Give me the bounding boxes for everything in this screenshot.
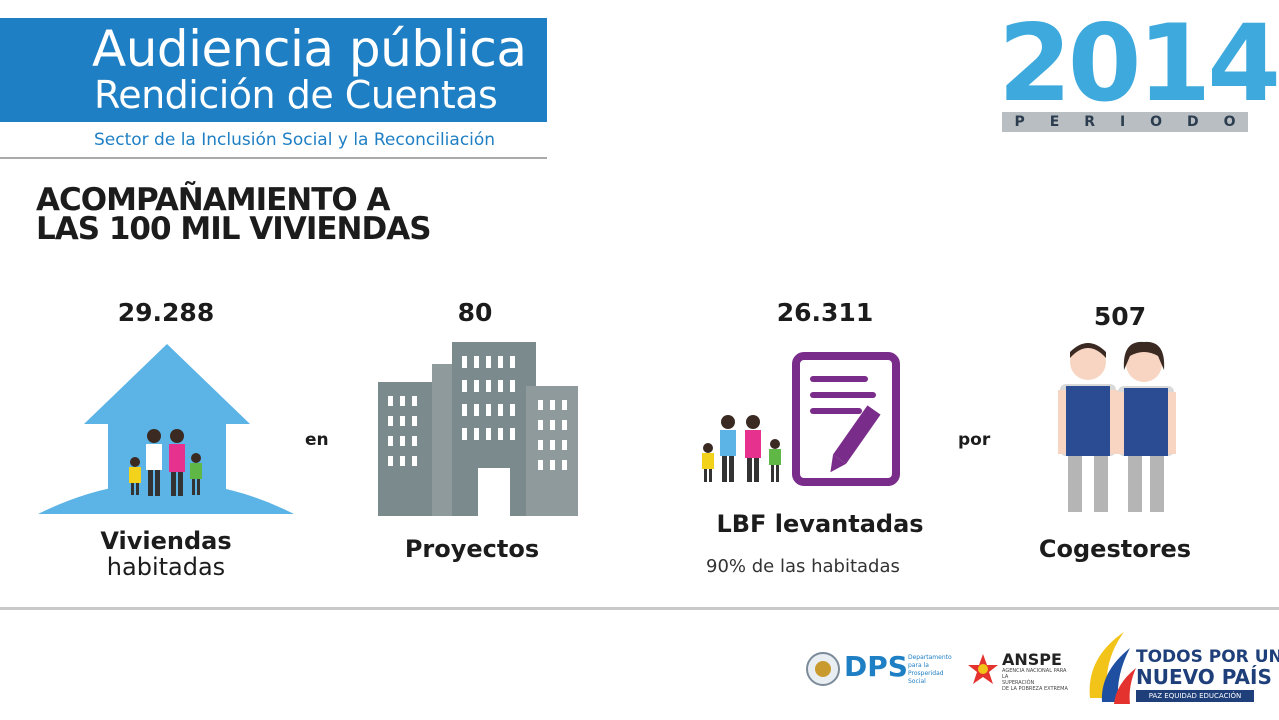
lbf-label: LBF levantadas (716, 510, 924, 538)
gov-line3: PAZ EQUIDAD EDUCACIÓN (1136, 690, 1254, 702)
anspe-line3: DE LA POBREZA EXTREMA (1002, 686, 1068, 692)
dps-line3: Social (908, 678, 926, 685)
period-letter: E (1049, 114, 1060, 130)
proyectos-label: Proyectos (404, 535, 540, 563)
slide-title-line1: ACOMPAÑAMIENTO A (36, 182, 391, 218)
anspe-logo-icon (968, 654, 998, 684)
header-divider (0, 157, 547, 159)
year-label: 2014 (998, 2, 1279, 125)
cogestores-value: 507 (1093, 302, 1147, 331)
connector-por: por (958, 430, 991, 450)
period-letter: P (1014, 114, 1025, 130)
header-subtitle: Rendición de Cuentas (94, 73, 498, 117)
header-title: Audiencia pública (92, 20, 527, 78)
gov-flag-logo-icon (1089, 632, 1136, 704)
viviendas-label-line1: Viviendas (100, 527, 232, 555)
period-bar: P E R I O D O (1002, 112, 1248, 132)
dps-abbr: DPS (844, 650, 908, 683)
cogestores-label: Cogestores (1038, 535, 1192, 563)
sector-name: Sector de la Inclusión Social y la Recon… (94, 130, 496, 150)
dps-logo: DPS Departamento para la Prosperidad Soc… (806, 650, 952, 690)
proyectos-value: 80 (457, 298, 493, 327)
viviendas-label: Viviendas habitadas (86, 528, 246, 580)
gov-line1: TODOS POR UN (1136, 647, 1279, 667)
house-family-icon (38, 344, 294, 514)
footer-divider (0, 607, 1279, 610)
gov-logo: TODOS POR UN NUEVO PAÍS PAZ EQUIDAD EDUC… (1084, 628, 1279, 708)
connector-en: en (305, 430, 329, 450)
buildings-icon (378, 342, 578, 516)
period-letter: R (1084, 114, 1095, 130)
gov-line2: NUEVO PAÍS (1136, 665, 1272, 689)
anspe-line1: AGENCIA NACIONAL PARA LA (1002, 668, 1067, 680)
period-letter: O (1150, 114, 1163, 130)
slide-title-line2: LAS 100 MIL VIVIENDAS (36, 211, 432, 247)
dps-line2: para la Prosperidad (908, 662, 944, 677)
period-letter: I (1119, 114, 1126, 130)
slide-title: ACOMPAÑAMIENTO A LAS 100 MIL VIVIENDAS (36, 182, 432, 247)
lbf-note: 90% de las habitadas (706, 556, 900, 577)
anspe-logo: ANSPE AGENCIA NACIONAL PARA LA SUPERACIÓ… (966, 650, 1068, 692)
period-letter: D (1186, 114, 1199, 130)
dps-fullname: Departamento para la Prosperidad Social (908, 654, 952, 686)
dps-line1: Departamento (908, 654, 952, 661)
anspe-fullname: AGENCIA NACIONAL PARA LA SUPERACIÓN DE L… (1002, 668, 1068, 692)
colombia-seal-icon (806, 652, 840, 686)
header-banner (0, 18, 547, 122)
anspe-line2: SUPERACIÓN (1002, 680, 1035, 686)
family-document-icon (702, 352, 900, 486)
viviendas-value: 29.288 (117, 298, 215, 327)
anspe-abbr: ANSPE (1002, 650, 1062, 669)
lbf-value: 26.311 (776, 298, 874, 327)
cogestores-icon (1058, 341, 1176, 512)
period-letter: O (1223, 114, 1236, 130)
viviendas-label-line2: habitadas (106, 553, 226, 581)
